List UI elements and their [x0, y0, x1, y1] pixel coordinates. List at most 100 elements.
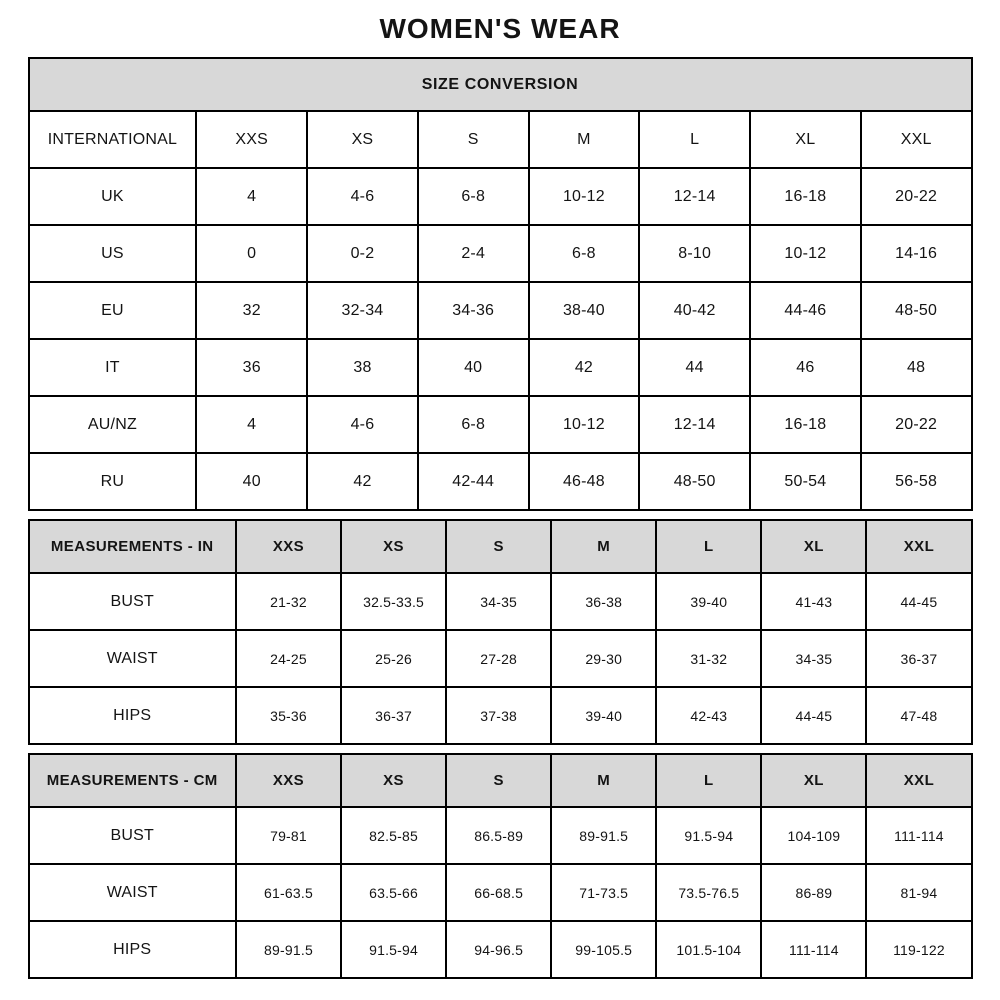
size-conversion-table: SIZE CONVERSION INTERNATIONAL XXS XS S M L XL X…	[27, 57, 973, 511]
cell-value: 91.5-94	[340, 920, 448, 979]
cell-value: 111-114	[760, 920, 868, 979]
table-row: EU 32 32-34 34-36 38-40 40-42 44-46 48-50	[27, 281, 973, 340]
cell-value: 81-94	[865, 863, 973, 922]
measurements-cm-table: MEASUREMENTS - CM XXS XS S M L XL XXL BUST 79-81…	[27, 753, 973, 979]
cell-value: 0-2	[306, 224, 419, 283]
column-header-size: S	[416, 110, 530, 169]
cell-value: 36-38	[550, 572, 658, 631]
table-row: IT 36 38 40 42 44 46 48	[27, 338, 973, 397]
cell-value: 25-26	[340, 629, 448, 688]
column-header-size: XL	[760, 753, 868, 808]
cell-value: 32-34	[306, 281, 419, 340]
row-label: US	[27, 224, 198, 283]
cell-value: 44-45	[760, 686, 868, 745]
cell-value: 6-8	[416, 395, 530, 454]
cell-value: 27-28	[445, 629, 553, 688]
column-header-size: XS	[340, 753, 448, 808]
row-label: HIPS	[27, 920, 237, 979]
cell-value: 86-89	[760, 863, 868, 922]
table-row: HIPS 35-36 36-37 37-38 39-40 42-43 44-45 47-48	[27, 686, 973, 745]
column-header-size: XXL	[859, 110, 973, 169]
cell-value: 79-81	[234, 806, 343, 865]
cell-value: 32	[195, 281, 309, 340]
cell-value: 2-4	[416, 224, 530, 283]
table-row: WAIST 61-63.5 63.5-66 66-68.5 71-73.5 73.5-76…	[27, 863, 973, 922]
measurements-in-body: BUST 21-32 32.5-33.5 34-35 36-38 39-40 41-43 44…	[27, 572, 973, 745]
row-label: UK	[27, 167, 198, 226]
cell-value: 32.5-33.5	[340, 572, 448, 631]
cell-value: 63.5-66	[340, 863, 448, 922]
cell-value: 119-122	[865, 920, 973, 979]
cell-value: 44	[638, 338, 752, 397]
cell-value: 16-18	[749, 395, 862, 454]
cell-value: 42-43	[655, 686, 763, 745]
cell-value: 44-46	[749, 281, 862, 340]
cell-value: 10-12	[527, 395, 641, 454]
cell-value: 16-18	[749, 167, 862, 226]
row-label: BUST	[27, 572, 237, 631]
cell-value: 21-32	[234, 572, 343, 631]
row-label: BUST	[27, 806, 237, 865]
cell-value: 46-48	[527, 452, 641, 511]
cell-value: 66-68.5	[445, 863, 553, 922]
cell-value: 111-114	[865, 806, 973, 865]
cell-value: 12-14	[638, 395, 752, 454]
cell-value: 12-14	[638, 167, 752, 226]
cell-value: 6-8	[527, 224, 641, 283]
row-label: WAIST	[27, 629, 237, 688]
table-row: BUST 79-81 82.5-85 86.5-89 89-91.5 91.5-94 104…	[27, 806, 973, 865]
cell-value: 20-22	[859, 167, 973, 226]
cell-value: 86.5-89	[445, 806, 553, 865]
cell-value: 24-25	[234, 629, 343, 688]
cell-value: 34-35	[445, 572, 553, 631]
column-header-size: L	[655, 753, 763, 808]
cell-value: 56-58	[859, 452, 973, 511]
cell-value: 36	[195, 338, 309, 397]
cell-value: 8-10	[638, 224, 752, 283]
column-header-size: L	[638, 110, 752, 169]
column-header-size: M	[550, 753, 658, 808]
page-title: WOMEN'S WEAR	[379, 13, 621, 44]
column-header-label: INTERNATIONAL	[27, 110, 198, 169]
cell-value: 44-45	[865, 572, 973, 631]
cell-value: 40	[195, 452, 309, 511]
cell-value: 82.5-85	[340, 806, 448, 865]
cell-value: 36-37	[340, 686, 448, 745]
column-header-size: S	[445, 519, 553, 574]
cell-value: 89-91.5	[550, 806, 658, 865]
measurements-cm-header-row: MEASUREMENTS - CM XXS XS S M L XL XXL	[27, 753, 973, 808]
table-row: AU/NZ 4 4-6 6-8 10-12 12-14 16-18 20-22	[27, 395, 973, 454]
cell-value: 71-73.5	[550, 863, 658, 922]
cell-value: 6-8	[416, 167, 530, 226]
column-header-size: XS	[306, 110, 419, 169]
cell-value: 42	[527, 338, 641, 397]
cell-value: 94-96.5	[445, 920, 553, 979]
cell-value: 4	[195, 395, 309, 454]
cell-value: 31-32	[655, 629, 763, 688]
cell-value: 4-6	[306, 167, 419, 226]
cell-value: 42-44	[416, 452, 530, 511]
column-header-size: M	[527, 110, 641, 169]
cell-value: 39-40	[655, 572, 763, 631]
cell-value: 99-105.5	[550, 920, 658, 979]
cell-value: 10-12	[749, 224, 862, 283]
cell-value: 38-40	[527, 281, 641, 340]
measurements-cm-body: BUST 79-81 82.5-85 86.5-89 89-91.5 91.5-94 104…	[27, 806, 973, 979]
cell-value: 14-16	[859, 224, 973, 283]
cell-value: 34-36	[416, 281, 530, 340]
cell-value: 36-37	[865, 629, 973, 688]
cell-value: 89-91.5	[234, 920, 343, 979]
cell-value: 73.5-76.5	[655, 863, 763, 922]
column-header-size: XXL	[865, 519, 973, 574]
size-conversion-title: SIZE CONVERSION	[27, 57, 973, 112]
table-row: HIPS 89-91.5 91.5-94 94-96.5 99-105.5 101.5-1…	[27, 920, 973, 979]
column-header-size: XL	[760, 519, 868, 574]
cell-value: 41-43	[760, 572, 868, 631]
size-conversion-body: UK 4 4-6 6-8 10-12 12-14 16-18 20-22 US 0 0-2 2-4 6-…	[27, 167, 973, 511]
table-row: WAIST 24-25 25-26 27-28 29-30 31-32 34-35 36-37	[27, 629, 973, 688]
cell-value: 39-40	[550, 686, 658, 745]
size-conversion-header-row: INTERNATIONAL XXS XS S M L XL XXL	[27, 110, 973, 169]
cell-value: 101.5-104	[655, 920, 763, 979]
column-header-size: M	[550, 519, 658, 574]
row-label: WAIST	[27, 863, 237, 922]
